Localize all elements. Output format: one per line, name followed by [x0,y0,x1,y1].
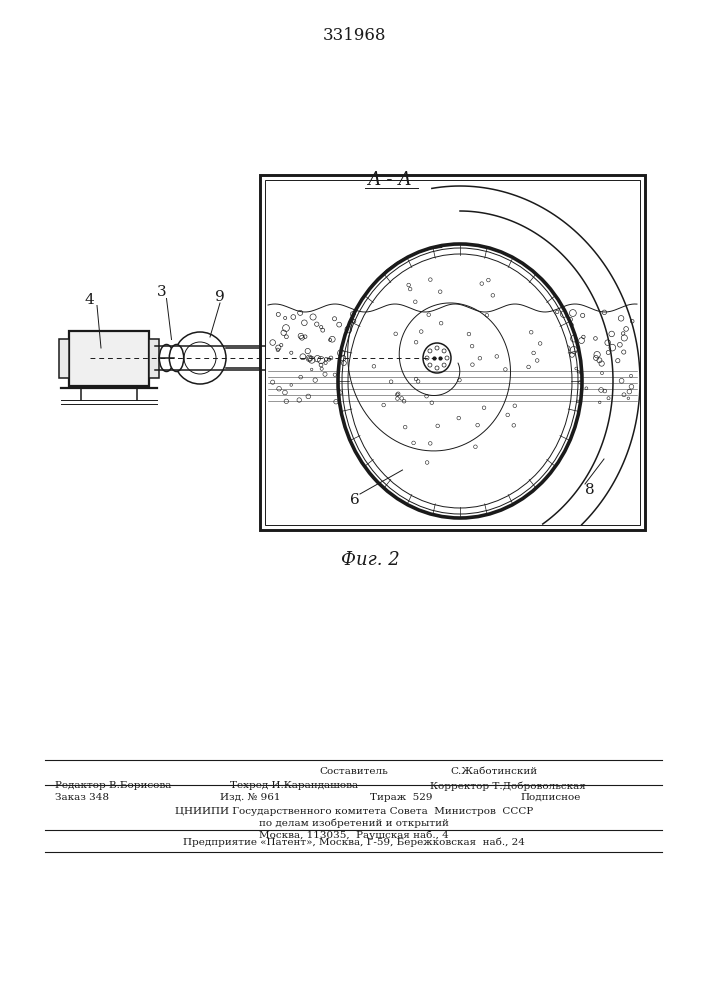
Text: Техред И.Карандашова: Техред И.Карандашова [230,782,358,790]
Text: Подписное: Подписное [520,792,580,802]
Text: 9: 9 [215,290,225,304]
Bar [260,175,645,530]
Text: Москва, 113035,  Раушская наб., 4: Москва, 113035, Раушская наб., 4 [259,830,449,840]
Text: 8: 8 [585,483,595,497]
Text: ЦНИИПИ Государственного комитета Совета  Министров  СССР: ЦНИИПИ Государственного комитета Совета … [175,806,533,816]
Bar [149,338,159,377]
Text: 4: 4 [84,294,94,308]
Text: Редактор В.Борисова: Редактор В.Борисова [55,782,171,790]
Ellipse shape [169,344,184,371]
Text: 6: 6 [350,493,360,507]
Bar [59,338,69,377]
Text: по делам изобретений и открытий: по делам изобретений и открытий [259,818,449,828]
Bar [69,330,149,385]
Ellipse shape [423,343,451,373]
Bar [265,180,640,525]
Text: А - А: А - А [368,171,412,189]
Text: 3: 3 [157,286,166,300]
Text: Фиг. 2: Фиг. 2 [341,551,399,569]
Text: 331968: 331968 [322,26,386,43]
Text: Предприятие «Патент», Москва, Г-59, Бережковская  наб., 24: Предприятие «Патент», Москва, Г-59, Бере… [183,837,525,847]
Text: Корректор Т.Добровольская: Корректор Т.Добровольская [430,781,586,791]
Text: Тираж  529: Тираж 529 [370,792,433,802]
Text: Составитель: Составитель [320,768,388,776]
Ellipse shape [348,254,572,508]
Text: С.Жаботинский: С.Жаботинский [450,768,537,776]
Ellipse shape [159,344,174,371]
Text: Изд. № 961: Изд. № 961 [220,792,281,802]
Circle shape [188,346,212,370]
Text: Заказ 348: Заказ 348 [55,792,109,802]
